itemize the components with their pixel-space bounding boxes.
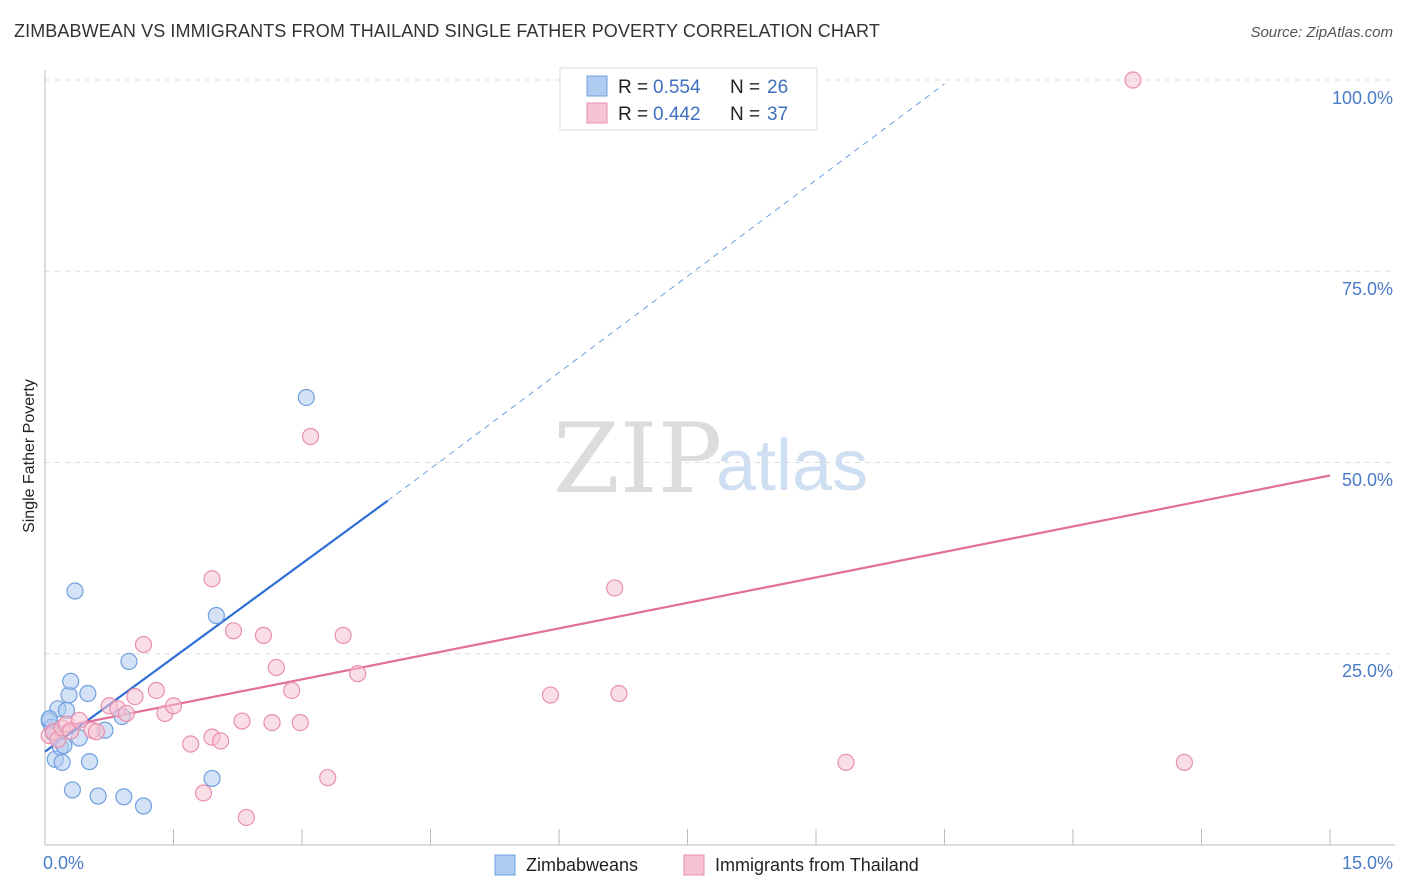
bottom-legend-swatch-thailand	[683, 854, 705, 876]
trend-extension-zimbabweans	[387, 83, 945, 502]
legend-r-value-2: 0.442	[653, 104, 701, 125]
point-zimbabweans	[134, 797, 153, 815]
point-thailand	[837, 753, 855, 771]
bottom-legend: Zimbabweans Immigrants from Thailand	[494, 854, 919, 876]
point-thailand	[164, 697, 183, 715]
watermark-zip: ZIP	[553, 403, 722, 515]
point-thailand	[291, 713, 309, 732]
legend: R = 0.554 N = 26 R = 0.442 N = 37	[559, 67, 818, 131]
legend-n-label-1: N =	[730, 77, 760, 98]
point-zimbabweans	[66, 582, 84, 600]
legend-n-value-1: 26	[767, 77, 788, 98]
legend-swatch-zimbabweans	[586, 75, 608, 97]
y-tick-label-50: 50.0%	[1342, 470, 1393, 490]
point-thailand	[606, 579, 624, 597]
legend-r-label-2: R =	[618, 104, 648, 125]
point-zimbabweans	[207, 606, 225, 625]
point-thailand	[182, 735, 200, 753]
chart-title: ZIMBABWEAN VS IMMIGRANTS FROM THAILAND S…	[14, 21, 880, 41]
point-thailand	[147, 681, 165, 700]
point-thailand	[212, 732, 230, 750]
x-tick-label-max: 15.0%	[1342, 853, 1393, 873]
point-thailand	[301, 427, 320, 446]
watermark-atlas: atlas	[716, 426, 868, 506]
point-thailand	[1124, 71, 1142, 89]
legend-swatch-thailand	[586, 102, 608, 124]
point-zimbabweans	[79, 684, 97, 703]
point-thailand	[254, 626, 273, 644]
bottom-legend-zimbabweans: Zimbabweans	[526, 855, 638, 875]
point-thailand	[610, 684, 628, 703]
point-thailand	[541, 686, 560, 704]
legend-n-label-2: N =	[730, 104, 760, 125]
x-ticks	[173, 829, 1331, 845]
point-zimbabweans	[53, 753, 71, 771]
point-zimbabweans	[89, 787, 107, 805]
point-thailand	[319, 769, 337, 787]
point-zimbabweans	[63, 781, 82, 799]
y-axis-label: Single Father Poverty	[21, 379, 38, 533]
point-thailand	[224, 622, 243, 640]
source-label: Source: ZipAtlas.com	[1250, 24, 1393, 41]
point-thailand	[70, 711, 88, 729]
point-zimbabweans	[115, 788, 133, 806]
point-thailand	[194, 784, 213, 802]
y-tick-label-75: 75.0%	[1342, 279, 1393, 299]
legend-n-value-2: 37	[767, 104, 788, 125]
point-thailand	[334, 626, 352, 644]
point-thailand	[237, 808, 255, 827]
trend-line-zimbabweans	[44, 499, 389, 753]
bottom-legend-thailand: Immigrants from Thailand	[715, 855, 919, 875]
point-zimbabweans	[120, 652, 138, 671]
bottom-legend-swatch-zimbabweans	[494, 854, 516, 876]
point-thailand	[233, 712, 251, 730]
point-thailand	[117, 704, 135, 723]
y-tick-label-100: 100.0%	[1332, 88, 1393, 108]
legend-r-value-1: 0.554	[653, 77, 701, 98]
y-tick-label-25: 25.0%	[1342, 661, 1393, 681]
trend-line-thailand	[44, 474, 1331, 732]
point-thailand	[203, 570, 221, 588]
point-thailand	[87, 723, 106, 741]
point-thailand	[134, 635, 153, 654]
point-thailand	[349, 665, 367, 683]
point-thailand	[267, 658, 285, 677]
point-zimbabweans	[297, 388, 315, 407]
point-zimbabweans	[203, 769, 221, 788]
point-zimbabweans	[62, 672, 80, 690]
point-thailand	[263, 713, 281, 732]
grid	[45, 79, 1395, 655]
data-points	[40, 71, 1193, 827]
point-zimbabweans	[80, 753, 99, 771]
point-thailand	[283, 681, 301, 700]
y-tick-labels: 25.0% 50.0% 75.0% 100.0%	[1332, 88, 1393, 681]
legend-r-label-1: R =	[618, 77, 648, 98]
point-thailand	[1175, 753, 1193, 771]
point-thailand	[126, 687, 144, 706]
x-tick-label-min: 0.0%	[43, 853, 84, 873]
